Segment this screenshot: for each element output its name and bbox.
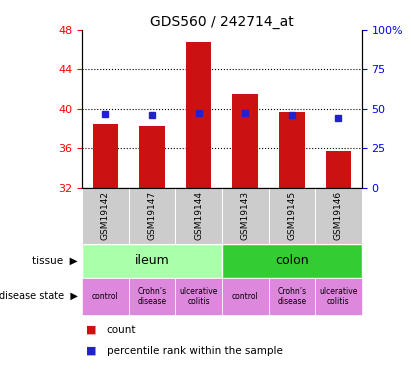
Bar (92, 123, 118, 188)
Bar (315, 188, 362, 244)
Text: GSM19145: GSM19145 (287, 191, 296, 240)
Bar (232, 94, 258, 188)
Text: control: control (92, 292, 119, 301)
Bar (129, 188, 175, 244)
Bar (222, 244, 362, 278)
Title: GDS560 / 242714_at: GDS560 / 242714_at (150, 15, 294, 29)
Text: Crohn’s
disease: Crohn’s disease (277, 286, 306, 306)
Bar (222, 278, 268, 315)
Text: ■: ■ (86, 325, 97, 335)
Text: ileum: ileum (135, 254, 169, 267)
Text: GSM19146: GSM19146 (334, 191, 343, 240)
Text: GSM19147: GSM19147 (148, 191, 157, 240)
Bar (186, 42, 211, 188)
Bar (326, 151, 351, 188)
Text: ■: ■ (86, 346, 97, 355)
Bar (175, 188, 222, 244)
Bar (268, 188, 315, 244)
Bar (129, 278, 175, 315)
Bar (279, 112, 305, 188)
Bar (175, 278, 222, 315)
Bar (139, 126, 165, 188)
Text: disease state  ▶: disease state ▶ (0, 291, 78, 301)
Text: ulcerative
colitis: ulcerative colitis (180, 286, 218, 306)
Text: tissue  ▶: tissue ▶ (32, 256, 78, 266)
Bar (82, 244, 222, 278)
Text: percentile rank within the sample: percentile rank within the sample (107, 346, 283, 355)
Text: GSM19144: GSM19144 (194, 191, 203, 240)
Text: colon: colon (275, 254, 309, 267)
Bar (222, 188, 268, 244)
Bar (315, 278, 362, 315)
Text: Crohn’s
disease: Crohn’s disease (138, 286, 166, 306)
Text: GSM19143: GSM19143 (241, 191, 250, 240)
Text: GSM19142: GSM19142 (101, 191, 110, 240)
Bar (82, 188, 129, 244)
Text: count: count (107, 325, 136, 335)
Text: control: control (232, 292, 259, 301)
Text: ulcerative
colitis: ulcerative colitis (319, 286, 358, 306)
Bar (268, 278, 315, 315)
Bar (82, 278, 129, 315)
